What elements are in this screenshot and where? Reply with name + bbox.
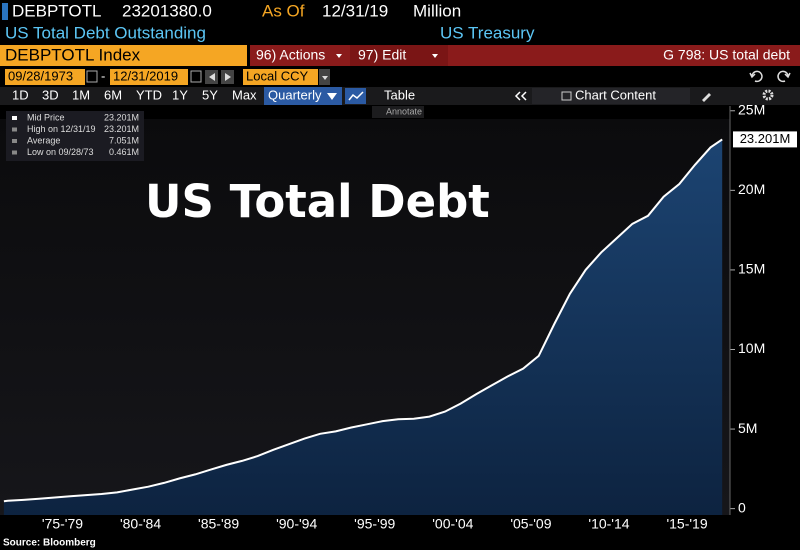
legend [6, 111, 144, 161]
x-tick-label: '15-'19 [666, 516, 707, 532]
legend-value: 7.051M [109, 135, 139, 145]
edit-menu[interactable]: 97) Edit [358, 47, 406, 63]
legend-icon [12, 127, 17, 132]
source-name: US Treasury [440, 23, 535, 42]
start-date-box[interactable] [5, 69, 85, 85]
range-button[interactable]: Max [232, 87, 257, 102]
y-tick-label: 20M [738, 181, 765, 197]
x-tick-label: '80-'84 [120, 516, 161, 532]
calendar-icon[interactable] [190, 70, 202, 83]
as-of-label: As Of [262, 1, 305, 20]
calendar-icon[interactable] [86, 70, 98, 83]
dropdown-icon [327, 93, 337, 100]
legend-label: Mid Price [27, 112, 65, 122]
y-tick-label: 5M [738, 420, 757, 436]
security[interactable]: DEBPTOTL Index [5, 45, 141, 64]
currency[interactable]: Local CCY [246, 68, 308, 83]
y-tick-label: 15M [738, 261, 765, 277]
legend-label: Average [27, 135, 60, 145]
as-of: 12/31/19 [322, 1, 388, 20]
x-tick-label: '75-'79 [42, 516, 83, 532]
legend-icon [12, 150, 17, 155]
legend-value: 23.201M [104, 124, 139, 134]
legend-value: 23.201M [104, 112, 139, 122]
units: Million [413, 1, 461, 20]
collapse-icon[interactable] [514, 91, 527, 101]
x-tick-label: '85-'89 [198, 516, 239, 532]
dropdown-icon [432, 54, 438, 58]
dropdown-icon [336, 54, 342, 58]
range-button[interactable]: 1D [12, 87, 29, 102]
security-box[interactable] [0, 45, 247, 66]
legend-label: Low on 09/28/73 [27, 147, 94, 157]
last-value-box [733, 131, 797, 148]
end-date[interactable]: 12/31/2019 [113, 68, 178, 83]
description: US Total Debt Outstanding [5, 23, 206, 42]
area [3, 139, 723, 515]
frequency[interactable]: Quarterly [268, 87, 322, 102]
x-tick-label: '10-'14 [588, 516, 629, 532]
date-separator: - [101, 68, 105, 83]
x-tick-label: '00-'04 [432, 516, 473, 532]
line [3, 138, 723, 503]
value: 23201380.0 [122, 1, 212, 20]
chart-content[interactable]: Chart Content [575, 87, 656, 102]
undo-icon[interactable] [749, 70, 763, 83]
annotate-box[interactable] [372, 106, 424, 118]
actions-menu[interactable]: 96) Actions [256, 47, 325, 63]
x-tick-label: '95-'99 [354, 516, 395, 532]
x-tick-label: '90-'94 [276, 516, 317, 532]
marker [2, 3, 8, 20]
y-tick-label: 10M [738, 340, 765, 356]
edit-icon[interactable] [702, 93, 711, 102]
range-button[interactable]: 6M [104, 87, 122, 102]
ticker: DEBPTOTL [12, 1, 101, 20]
edit-box[interactable] [350, 45, 448, 66]
back-icon [209, 73, 215, 81]
range-button[interactable]: 5Y [202, 87, 218, 102]
y-tick-label: 0 [738, 499, 746, 515]
chart-title: US Total Debt [145, 175, 490, 228]
range-button[interactable]: 1M [72, 87, 90, 102]
annotate[interactable]: Annotate [386, 106, 422, 116]
legend-label: High on 12/31/19 [27, 124, 96, 134]
x-tick-label: '05-'09 [510, 516, 551, 532]
content-icon [561, 91, 572, 101]
y-tick-label: 25M [738, 101, 765, 117]
range-button[interactable]: YTD [136, 87, 162, 102]
forward-icon [225, 73, 231, 81]
function: G 798: US total debt [663, 47, 790, 63]
start-date[interactable]: 09/28/1973 [8, 68, 73, 83]
legend-icon [12, 116, 17, 120]
settings-icon[interactable] [762, 89, 774, 101]
chart-icon [348, 91, 364, 101]
range-button[interactable]: 1Y [172, 87, 188, 102]
redo-icon[interactable] [777, 70, 791, 83]
range-button[interactable]: 3D [42, 87, 59, 102]
footer-source: Source: Bloomberg [3, 538, 96, 549]
table-button[interactable]: Table [384, 87, 415, 102]
legend-icon [12, 139, 17, 143]
legend-value: 0.461M [109, 147, 139, 157]
end-date-box[interactable] [110, 69, 188, 85]
last-value-label: 23.201M [740, 131, 791, 146]
frequency-button[interactable] [264, 87, 342, 105]
dropdown-icon [322, 76, 328, 80]
currency-box[interactable] [243, 69, 318, 85]
